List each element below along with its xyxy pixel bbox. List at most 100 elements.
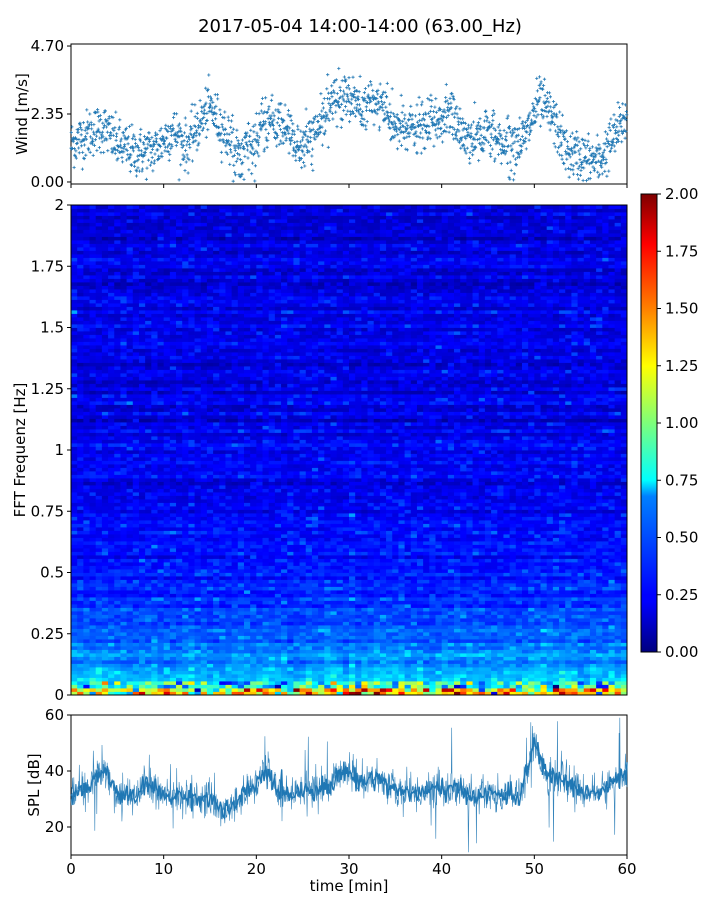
fft-cell xyxy=(176,635,183,640)
fft-cell xyxy=(491,558,498,563)
fft-cell xyxy=(305,506,313,510)
fft-cell xyxy=(577,565,585,570)
fft-cell xyxy=(311,635,319,640)
fft-cell xyxy=(528,590,535,594)
fft-cell xyxy=(367,670,375,675)
fft-cell xyxy=(497,572,504,577)
fft-cell xyxy=(299,583,307,587)
fft-cell xyxy=(577,628,585,633)
fft-cell xyxy=(293,684,300,689)
fft-cell xyxy=(114,506,121,510)
fft-cell xyxy=(299,684,307,689)
fft-cell xyxy=(472,667,480,671)
fft-cell xyxy=(620,548,628,552)
fft-cell xyxy=(95,548,103,552)
fft-cell xyxy=(447,576,455,580)
fft-cell xyxy=(83,502,90,507)
fft-cell xyxy=(466,520,473,524)
fft-cell xyxy=(176,562,183,566)
fft-cell xyxy=(435,520,443,524)
fft-cell xyxy=(293,632,300,636)
fft-cell xyxy=(262,642,270,647)
fft-cell xyxy=(602,691,609,696)
fft-cell xyxy=(77,530,84,535)
fft-cell xyxy=(108,593,115,598)
fft-cell xyxy=(101,677,109,682)
fft-cell xyxy=(423,611,430,615)
fft-cell xyxy=(478,597,486,601)
fft-cell xyxy=(256,611,263,615)
fft-cell xyxy=(324,590,331,594)
fft-cell xyxy=(441,618,449,622)
fft-cell xyxy=(95,649,103,654)
fft-cell xyxy=(95,558,103,563)
fft-cell xyxy=(145,499,152,503)
fft-cell xyxy=(256,569,263,573)
fft-cell xyxy=(596,569,603,573)
fft-cell xyxy=(77,583,84,587)
fft-cell xyxy=(460,513,467,517)
fft-cell xyxy=(373,646,381,650)
fft-cell xyxy=(571,513,578,517)
fft-cell xyxy=(416,660,424,664)
fft-cell xyxy=(132,572,140,577)
fft-cell xyxy=(491,576,498,580)
fft-cell xyxy=(589,509,597,514)
fft-cell xyxy=(126,597,134,601)
fft-cell xyxy=(311,660,319,664)
fft-cell xyxy=(256,572,263,577)
fft-cell xyxy=(188,555,195,559)
fft-cell xyxy=(509,530,517,535)
fft-cell xyxy=(213,642,220,647)
fft-cell xyxy=(373,604,381,608)
fft-cell xyxy=(151,597,158,601)
fft-cell xyxy=(237,579,245,584)
fft-cell xyxy=(268,548,276,552)
fft-cell xyxy=(349,628,356,633)
fft-cell xyxy=(305,607,313,612)
fft-cell xyxy=(274,649,282,654)
fft-cell xyxy=(293,642,300,647)
fft-cell xyxy=(454,667,461,671)
fft-cell xyxy=(176,677,183,682)
fft-cell xyxy=(225,663,233,668)
fft-cell xyxy=(108,653,115,657)
fft-cell xyxy=(71,506,78,510)
fft-cell xyxy=(484,597,492,601)
fft-cell xyxy=(151,590,158,594)
fft-cell xyxy=(410,562,418,566)
fft-cell xyxy=(256,565,263,570)
fft-cell xyxy=(398,555,405,559)
fft-cell xyxy=(268,691,276,696)
fft-cell xyxy=(324,523,331,528)
fft-cell xyxy=(509,670,517,675)
fft-cell xyxy=(361,565,368,570)
fft-cell xyxy=(416,534,424,538)
fft-cell xyxy=(540,583,548,587)
fft-cell xyxy=(305,688,313,692)
fft-cell xyxy=(478,628,486,633)
fft-cell xyxy=(454,649,461,654)
fft-cell xyxy=(379,688,387,692)
fft-cell xyxy=(565,579,572,584)
fft-cell xyxy=(559,569,566,573)
fft-cell xyxy=(225,565,233,570)
fft-cell xyxy=(299,681,307,685)
fft-cell xyxy=(416,653,424,657)
fft-cell xyxy=(583,632,591,636)
fft-cell xyxy=(392,527,399,531)
fft-cell xyxy=(367,646,375,650)
fft-cell xyxy=(503,621,511,626)
fft-cell xyxy=(274,509,282,514)
fft-cell xyxy=(95,674,103,678)
fft-cell xyxy=(454,597,461,601)
fft-cell xyxy=(243,502,251,507)
fft-cell xyxy=(491,541,498,545)
fft-cell xyxy=(466,590,473,594)
fft-cell xyxy=(206,667,214,671)
fft-cell xyxy=(330,670,338,675)
wind-y-tick-label: 4.70 xyxy=(31,37,64,55)
fft-cell xyxy=(620,667,628,671)
fft-cell xyxy=(460,537,467,542)
fft-cell xyxy=(120,667,127,671)
